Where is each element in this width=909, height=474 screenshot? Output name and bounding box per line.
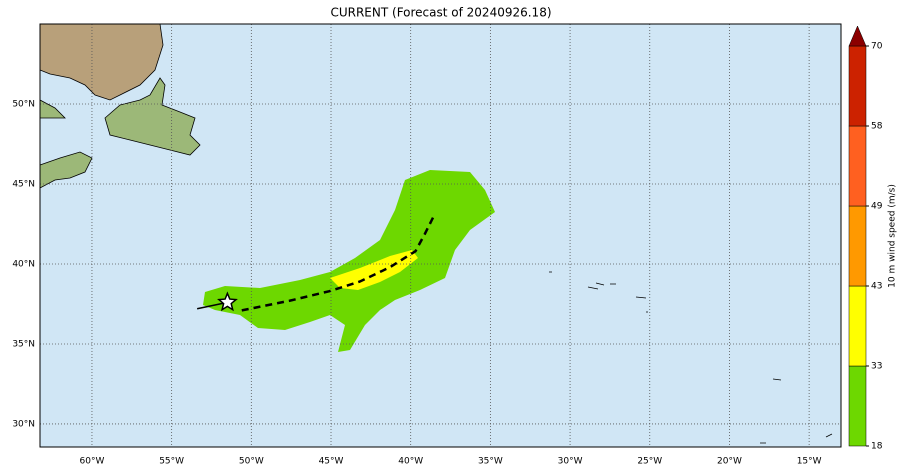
track-forecast (241, 213, 436, 312)
colorbar-segment (848, 125, 867, 207)
colorbar-segment (848, 45, 867, 127)
y-tick-label: 30°N (12, 419, 35, 429)
y-tick-label: 35°N (12, 339, 35, 349)
x-tick-label: 45°W (319, 457, 344, 467)
x-tick-label: 30°W (558, 457, 583, 467)
x-tick-label: 60°W (80, 457, 105, 467)
colorbar-segment (848, 285, 867, 367)
colorbar-tick-label: 49 (871, 202, 883, 212)
y-tick-label: 45°N (12, 179, 35, 189)
colorbar-tick-label: 58 (871, 122, 883, 132)
colorbar-tick-label: 33 (871, 362, 882, 372)
colorbar-extend (848, 25, 867, 47)
colorbar-tick-label: 70 (871, 42, 883, 52)
x-tick-label: 35°W (478, 457, 503, 467)
title: CURRENT (Forecast of 20240926.18) (330, 6, 551, 20)
colorbar: 18 33 43 49 58 70 (848, 25, 883, 452)
x-tick-label: 40°W (398, 457, 423, 467)
colorbar-segment (848, 205, 867, 287)
x-tick-label: 50°W (239, 457, 264, 467)
islands (549, 271, 833, 444)
track (196, 213, 436, 312)
colorbar-segment (848, 365, 867, 447)
x-tick-label: 25°W (637, 457, 662, 467)
x-tick-label: 15°W (797, 457, 822, 467)
x-tick-label: 20°W (717, 457, 742, 467)
colorbar-label: 10 m wind speed (m/s) (888, 184, 898, 288)
wind-swath (203, 170, 495, 352)
land (39, 23, 201, 189)
frame (39, 23, 842, 448)
y-tick-label: 50°N (12, 99, 35, 109)
y-tick-label: 40°N (12, 259, 35, 269)
colorbar-tick-label: 18 (871, 442, 883, 452)
storm-position (217, 291, 238, 312)
x-tick-label: 55°W (159, 457, 184, 467)
colorbar-tick-label: 43 (871, 282, 882, 292)
